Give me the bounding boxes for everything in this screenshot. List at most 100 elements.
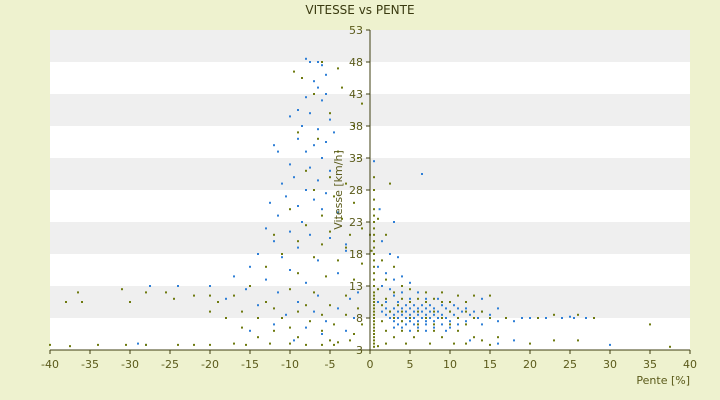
data-point-blue (473, 310, 475, 313)
data-point-olive (273, 233, 275, 236)
data-point-blue (353, 317, 355, 319)
y-tick-label: 53 (349, 24, 363, 37)
data-point-olive (345, 294, 347, 297)
data-point-blue (301, 221, 303, 223)
data-point-blue (317, 61, 319, 63)
data-point-olive (297, 240, 299, 243)
data-point-blue (345, 249, 347, 252)
data-point-blue (397, 310, 399, 313)
y-tick-label: 48 (349, 56, 363, 69)
data-point-blue (585, 317, 587, 319)
data-point-blue (313, 310, 315, 313)
data-point-blue (465, 307, 467, 310)
x-tick-label: -15 (241, 358, 259, 371)
data-point-blue (609, 343, 611, 346)
data-point-olive (305, 304, 307, 307)
data-point-blue (569, 315, 571, 318)
data-point-blue (345, 329, 347, 332)
data-point-olive (241, 310, 243, 313)
data-point-blue (305, 96, 307, 99)
data-point-blue (393, 313, 395, 316)
data-point-blue (378, 208, 381, 211)
chart-title: VITESSE vs PENTE (305, 3, 414, 17)
data-point-olive (393, 291, 395, 294)
data-point-olive (373, 240, 375, 243)
data-point-blue (425, 329, 427, 332)
data-point-olive (449, 310, 451, 313)
data-point-blue (337, 307, 339, 310)
data-point-olive (373, 176, 375, 179)
data-point-blue (421, 304, 423, 307)
data-point-blue (385, 301, 387, 303)
data-point-olive (409, 317, 411, 319)
data-point-olive (373, 221, 375, 223)
data-point-blue (425, 320, 427, 323)
data-point-blue (421, 310, 423, 313)
data-point-olive (145, 343, 147, 346)
data-point-olive (281, 317, 283, 319)
data-point-olive (341, 86, 343, 89)
data-point-olive (257, 317, 259, 319)
data-point-olive (377, 288, 379, 291)
data-point-blue (453, 304, 455, 307)
data-point-olive (217, 301, 219, 303)
data-point-blue (309, 166, 311, 169)
data-point-olive (265, 265, 267, 268)
data-point-olive (241, 326, 243, 329)
data-point-olive (329, 230, 331, 233)
data-point-olive (373, 259, 375, 262)
x-tick-label: -20 (201, 358, 219, 371)
data-point-blue (425, 297, 427, 300)
data-point-blue (245, 288, 247, 291)
data-point-olive (245, 343, 247, 346)
data-point-olive (233, 294, 235, 297)
data-point-olive (65, 301, 67, 303)
data-point-olive (329, 304, 331, 307)
data-point-olive (373, 304, 375, 307)
data-point-olive (381, 304, 383, 307)
data-point-olive (329, 112, 331, 115)
data-point-olive (333, 343, 335, 346)
data-point-olive (577, 339, 579, 342)
data-point-blue (309, 61, 311, 63)
data-point-blue (417, 313, 419, 316)
data-point-olive (473, 317, 475, 319)
data-point-olive (489, 317, 491, 319)
data-point-olive (121, 288, 123, 291)
data-point-blue (409, 307, 411, 310)
data-point-blue (401, 307, 403, 310)
data-point-olive (441, 301, 443, 303)
data-point-olive (321, 214, 323, 217)
data-point-blue (329, 169, 331, 172)
data-point-blue (497, 342, 499, 345)
data-point-olive (373, 189, 375, 191)
data-point-olive (441, 291, 443, 294)
data-point-blue (289, 230, 291, 233)
data-point-blue (277, 214, 279, 217)
data-point-blue (225, 297, 227, 300)
data-point-blue (401, 291, 403, 294)
data-point-olive (397, 304, 399, 307)
data-point-blue (273, 240, 275, 243)
y-tick-label: 28 (349, 184, 363, 197)
x-axis-title: Pente [%] (636, 374, 690, 387)
data-point-olive (413, 336, 415, 339)
data-point-blue (385, 313, 387, 316)
tick-labels: -40 -35 -30 -25 -20 -15 -10 -5 0 5 10 15 20 25 30 35 40 3… (41, 24, 697, 371)
data-point-blue (377, 265, 379, 268)
data-point-blue (297, 109, 299, 111)
data-point-blue (465, 320, 467, 323)
y-tick-label: 18 (349, 248, 363, 261)
data-point-blue (249, 329, 251, 332)
data-point-blue (409, 297, 411, 300)
data-point-blue (433, 313, 435, 316)
data-point-olive (361, 323, 363, 326)
data-point-blue (281, 182, 283, 185)
data-point-olive (281, 253, 283, 255)
data-point-olive (373, 320, 375, 323)
data-point-olive (301, 77, 303, 79)
data-point-blue (273, 323, 275, 326)
data-point-blue (393, 278, 395, 281)
data-point-olive (373, 345, 375, 348)
data-point-olive (349, 233, 351, 236)
